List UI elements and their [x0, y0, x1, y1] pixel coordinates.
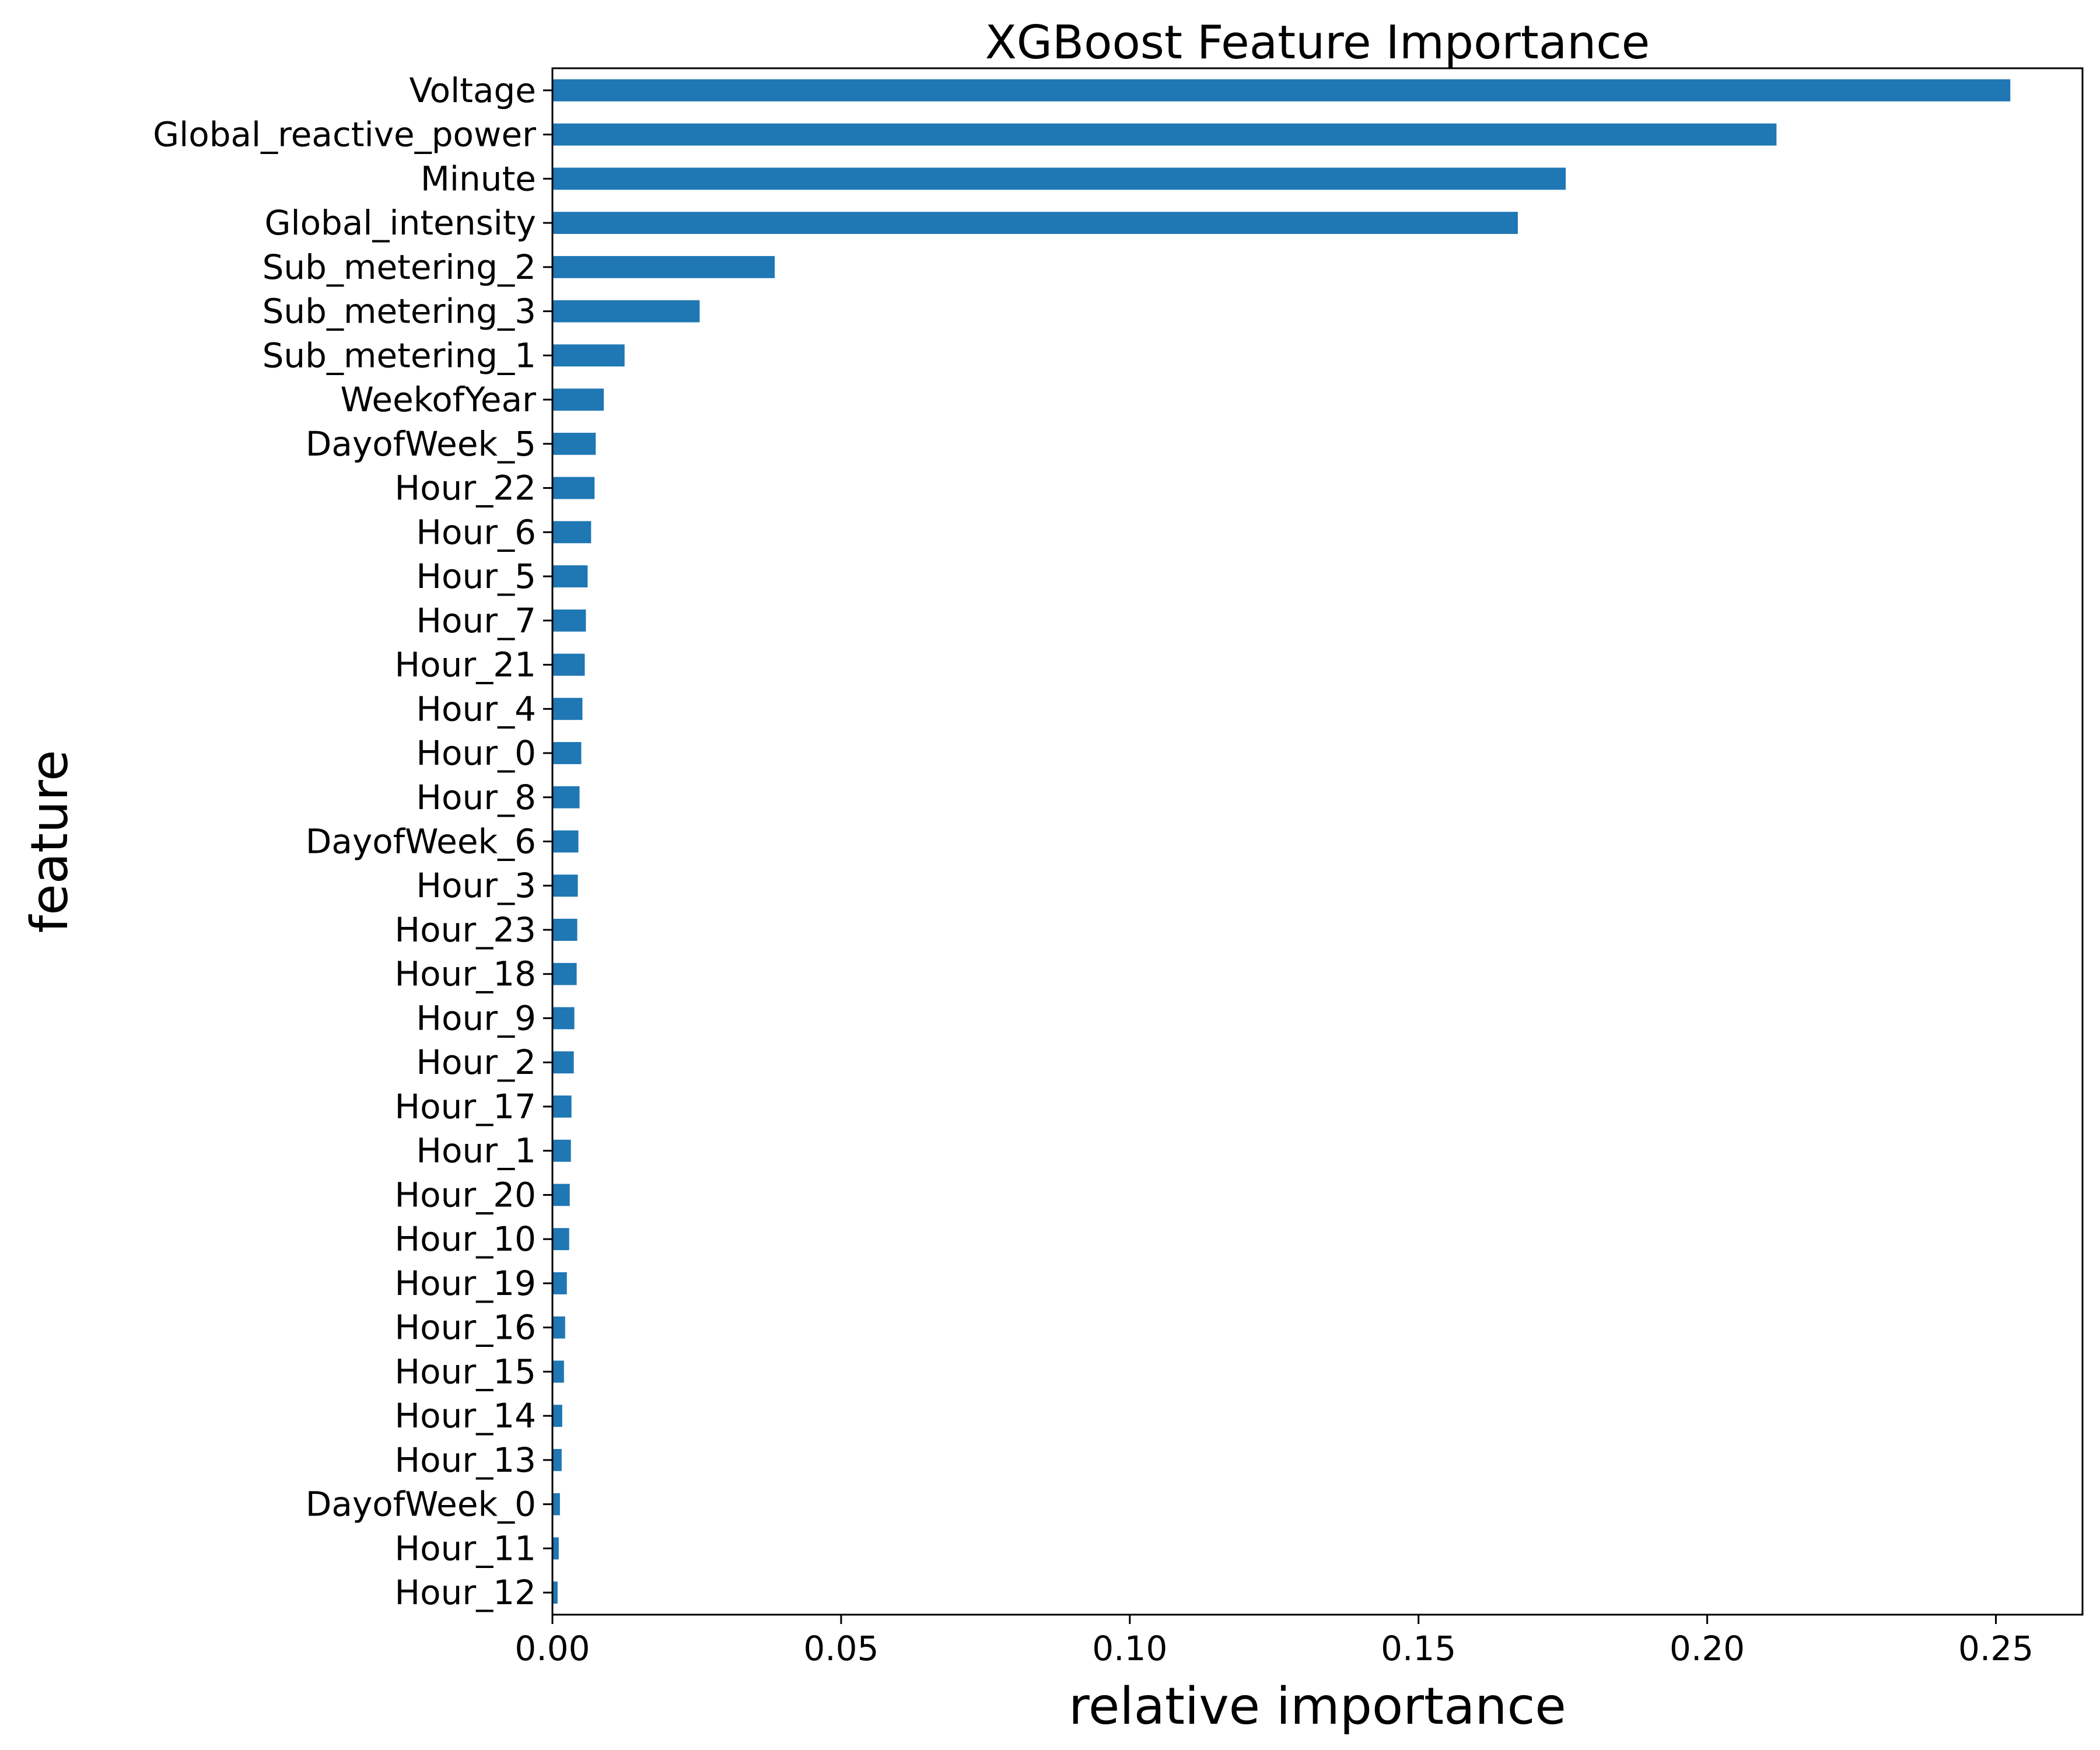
bar [552, 919, 578, 941]
x-tick-label: 0.00 [514, 1629, 590, 1668]
y-tick-label: Hour_15 [394, 1352, 536, 1391]
y-tick-label: Hour_10 [394, 1219, 536, 1259]
y-tick-label: Sub_metering_2 [262, 247, 536, 287]
y-tick-label: DayofWeek_6 [306, 822, 536, 862]
y-tick-label: Hour_11 [394, 1528, 536, 1568]
bars-group [552, 79, 2011, 1604]
bar [552, 963, 577, 985]
y-tick-label: Minute [421, 159, 536, 198]
y-axis-label: feature [20, 750, 79, 933]
chart-title: XGBoost Feature Importance [985, 16, 1650, 69]
y-tick-label: Hour_18 [394, 954, 536, 994]
bar [552, 1184, 570, 1206]
bar [552, 1096, 572, 1118]
bar [552, 432, 596, 455]
y-tick-label: DayofWeek_5 [306, 424, 536, 464]
bar [552, 212, 1518, 235]
y-tick-label: Global_intensity [265, 203, 536, 243]
y-tick-label: Hour_4 [416, 689, 536, 729]
y-tick-label: Hour_21 [394, 645, 536, 685]
bar [552, 1139, 571, 1162]
bar [552, 653, 585, 676]
y-tick-label: WeekofYear [340, 380, 536, 419]
x-axis-label: relative importance [1069, 1676, 1566, 1736]
bar [552, 609, 586, 632]
y-tick-label: Hour_19 [394, 1264, 536, 1303]
bar [552, 477, 595, 499]
y-tick-label: Hour_20 [394, 1175, 536, 1214]
y-tick-label: Hour_2 [416, 1042, 536, 1082]
bar [552, 1405, 562, 1427]
bar [552, 344, 625, 367]
bar [552, 1448, 562, 1471]
y-tick-label: Hour_22 [394, 468, 536, 508]
x-tick-label: 0.10 [1092, 1629, 1167, 1668]
bar [552, 167, 1566, 190]
bar [552, 698, 583, 720]
bar [552, 300, 700, 323]
bar [552, 1537, 559, 1560]
bar [552, 874, 578, 897]
bar [552, 1007, 575, 1030]
y-tick-label: Sub_metering_3 [262, 292, 536, 331]
x-tick-label: 0.05 [803, 1629, 878, 1668]
bar [552, 256, 775, 278]
y-tick-label: Hour_1 [416, 1131, 536, 1171]
bar [552, 786, 580, 808]
x-tick-label: 0.15 [1381, 1629, 1456, 1668]
plot-frame [551, 67, 2084, 1616]
x-tick-label: 0.25 [1958, 1629, 2034, 1668]
bar [552, 1272, 567, 1294]
bar [552, 388, 604, 411]
y-tick-label: Hour_17 [394, 1087, 536, 1126]
bar [552, 565, 588, 587]
y-tick-label: Hour_16 [394, 1308, 536, 1348]
bar [552, 79, 2011, 102]
y-tick-label: Global_reactive_power [153, 115, 536, 155]
y-tick-label: Hour_7 [416, 601, 536, 640]
bar [552, 1228, 569, 1251]
bar [552, 830, 579, 853]
y-tick-label: Voltage [409, 71, 536, 110]
bar [552, 123, 1777, 146]
bar [552, 521, 592, 544]
y-tick-label: Hour_12 [394, 1573, 536, 1612]
y-tick-label: Hour_13 [394, 1440, 536, 1480]
bar [552, 1051, 574, 1074]
bar [552, 1581, 558, 1604]
y-tick-label: Hour_23 [394, 910, 536, 950]
bar [552, 1493, 560, 1516]
y-tick-label: Hour_8 [416, 778, 536, 817]
y-tick-label: DayofWeek_0 [306, 1485, 536, 1524]
y-tick-label: Hour_5 [416, 556, 536, 596]
x-tick-label: 0.20 [1670, 1629, 1745, 1668]
bar [552, 742, 582, 764]
y-tick-label: Sub_metering_1 [262, 335, 536, 375]
y-axis-ticks: Voltage Global_reactive_power Minute Global… [153, 71, 552, 1612]
x-axis-ticks: 0.00 0.05 0.10 0.15 0.20 0.25 [514, 1615, 2034, 1668]
bar [552, 1316, 565, 1339]
y-tick-label: Hour_6 [416, 512, 536, 552]
bar [552, 1360, 564, 1383]
y-tick-label: Hour_14 [394, 1396, 536, 1436]
y-tick-label: Hour_0 [416, 733, 536, 773]
y-tick-label: Hour_9 [416, 998, 536, 1038]
y-tick-label: Hour_3 [416, 866, 536, 905]
